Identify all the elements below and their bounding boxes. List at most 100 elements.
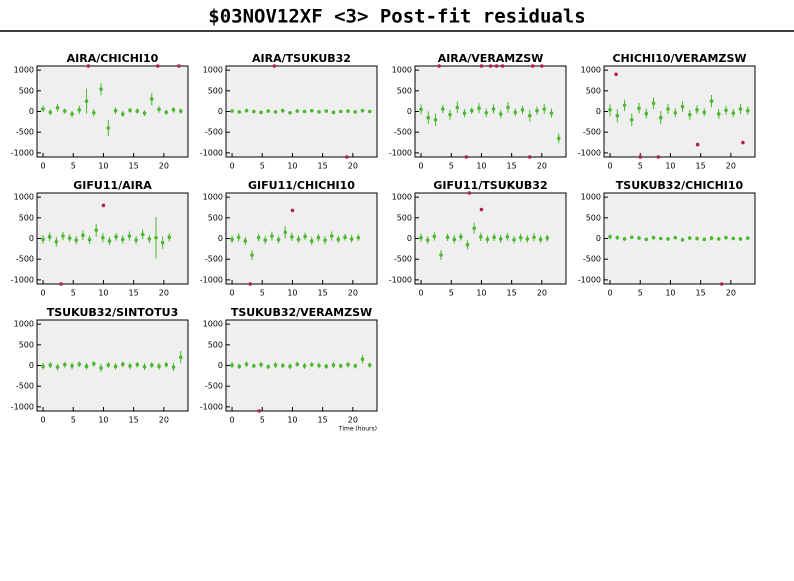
point xyxy=(437,64,441,68)
y-tick-label: 500 xyxy=(586,86,601,95)
y-tick-label: 1000 xyxy=(203,193,223,202)
point xyxy=(237,110,242,114)
plot-area xyxy=(414,65,567,158)
point xyxy=(316,235,321,240)
x-tick-label: 0 xyxy=(40,416,45,425)
point xyxy=(419,235,423,240)
point xyxy=(658,236,663,241)
point xyxy=(317,110,321,114)
x-tick-label: 15 xyxy=(507,289,517,298)
point xyxy=(106,126,111,130)
point xyxy=(666,107,670,111)
x-tick-label: 20 xyxy=(726,289,736,298)
point xyxy=(505,235,510,239)
point xyxy=(731,236,736,241)
x-tick-label: 5 xyxy=(260,289,265,298)
y-tick-label: -1000 xyxy=(11,275,34,284)
x-tick-label: 0 xyxy=(418,289,423,298)
point xyxy=(615,235,620,240)
y-tick-label: 1000 xyxy=(203,320,223,329)
point xyxy=(356,235,361,240)
x-tick-label: 5 xyxy=(638,289,643,298)
point xyxy=(41,107,45,111)
point xyxy=(432,234,437,239)
point xyxy=(91,362,96,366)
point xyxy=(147,237,152,241)
point xyxy=(360,357,365,362)
x-tick-label: 20 xyxy=(159,162,169,171)
point xyxy=(86,64,91,68)
point xyxy=(465,242,470,247)
y-tick-label: -500 xyxy=(16,382,34,391)
point xyxy=(77,362,82,367)
point xyxy=(309,362,314,367)
point xyxy=(251,364,256,368)
point xyxy=(360,108,365,113)
point xyxy=(236,235,241,240)
y-tick-label: -500 xyxy=(205,255,223,264)
point xyxy=(338,109,343,114)
point xyxy=(439,253,443,257)
y-tick-label: 0 xyxy=(218,361,223,370)
point xyxy=(719,282,724,286)
point xyxy=(309,108,314,113)
point xyxy=(622,237,627,241)
point xyxy=(709,236,714,240)
y-tick-label: 500 xyxy=(19,213,34,222)
y-tick-label: 1000 xyxy=(392,66,412,75)
x-tick-label: 0 xyxy=(229,162,234,171)
point xyxy=(259,110,263,115)
point xyxy=(530,64,535,68)
y-tick-label: -500 xyxy=(583,128,601,137)
point xyxy=(367,363,372,367)
point xyxy=(455,105,460,110)
y-tick-label: -500 xyxy=(394,128,412,137)
point xyxy=(94,228,98,233)
point xyxy=(70,364,74,368)
point xyxy=(469,108,474,113)
point xyxy=(171,365,176,369)
point xyxy=(149,363,154,367)
point xyxy=(295,109,300,113)
y-tick-label: -1000 xyxy=(578,275,601,284)
point xyxy=(114,235,118,239)
point xyxy=(250,253,254,257)
point xyxy=(343,235,347,240)
point xyxy=(70,112,74,116)
x-tick-label: 10 xyxy=(98,162,108,171)
x-tick-label: 20 xyxy=(159,289,169,298)
point xyxy=(99,366,103,370)
y-tick-label: -1000 xyxy=(200,148,223,157)
point xyxy=(462,111,467,115)
point xyxy=(716,112,721,116)
point xyxy=(477,106,481,110)
y-tick-label: 1000 xyxy=(203,66,223,75)
point xyxy=(276,237,281,242)
plot-area xyxy=(36,192,189,285)
point xyxy=(280,108,285,113)
point xyxy=(113,364,118,369)
point xyxy=(738,107,743,111)
point xyxy=(716,237,721,241)
y-tick-label: 0 xyxy=(218,107,223,116)
y-tick-label: -1000 xyxy=(11,148,34,157)
point xyxy=(142,364,147,369)
point xyxy=(244,108,249,113)
point xyxy=(177,64,181,68)
panel-title: TSUKUB32/SINTOTU3 xyxy=(47,306,179,319)
panel-title: GIFU11/AIRA xyxy=(73,179,152,192)
point xyxy=(673,235,678,240)
point xyxy=(484,110,489,115)
x-tick-label: 20 xyxy=(348,162,358,171)
point xyxy=(638,155,643,159)
point xyxy=(290,208,295,213)
point xyxy=(349,237,354,241)
point xyxy=(324,364,329,369)
point xyxy=(47,235,52,239)
plot-area xyxy=(414,192,567,285)
point xyxy=(263,238,268,242)
panel-title: AIRA/TSUKUB32 xyxy=(252,52,351,65)
point xyxy=(128,364,132,368)
x-tick-label: 5 xyxy=(71,416,76,425)
point xyxy=(425,238,430,242)
